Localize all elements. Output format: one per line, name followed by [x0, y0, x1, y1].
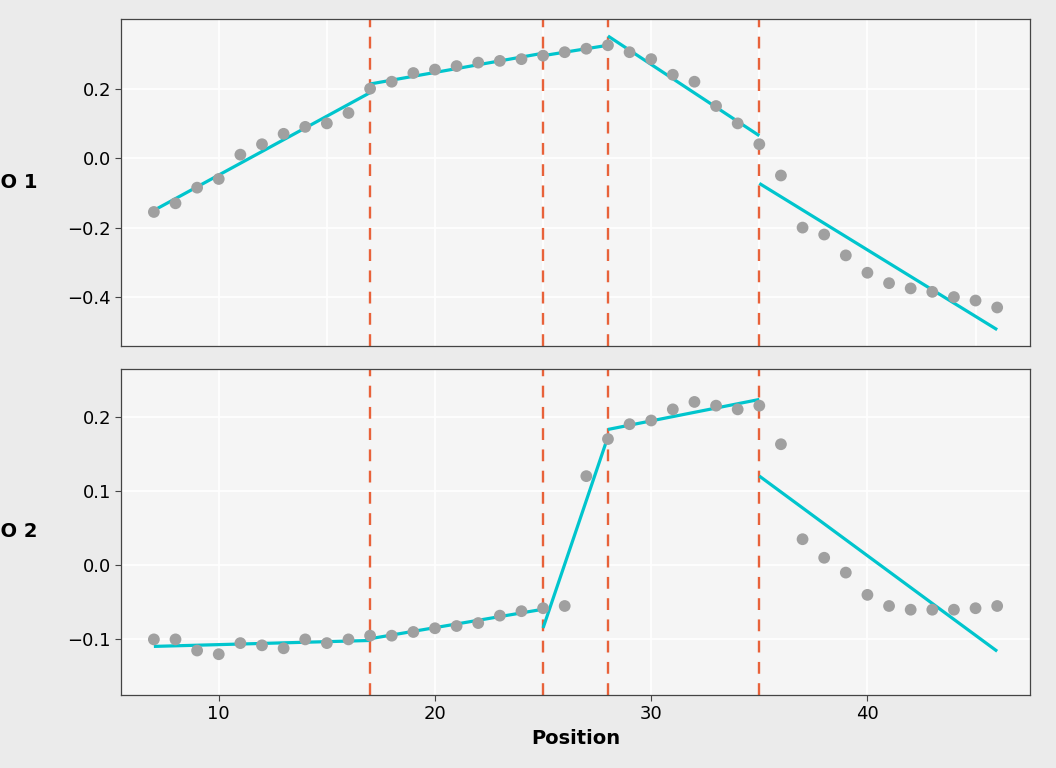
Y-axis label: PCO 2: PCO 2	[0, 522, 38, 541]
Point	[297, 634, 314, 646]
Point	[232, 148, 249, 161]
Point	[470, 57, 487, 69]
Point	[210, 648, 227, 660]
Point	[534, 49, 551, 61]
Point	[881, 277, 898, 290]
Point	[621, 418, 638, 430]
Point	[988, 600, 1005, 612]
Point	[404, 67, 421, 79]
Point	[383, 75, 400, 88]
Point	[146, 206, 163, 218]
Point	[859, 589, 875, 601]
Point	[859, 266, 875, 279]
Point	[988, 301, 1005, 313]
Point	[470, 617, 487, 629]
Point	[319, 637, 336, 649]
Point	[815, 228, 832, 240]
X-axis label: Position: Position	[531, 729, 620, 748]
Point	[361, 630, 378, 642]
Point	[621, 46, 638, 58]
Point	[557, 46, 573, 58]
Point	[297, 121, 314, 133]
Point	[491, 55, 508, 67]
Point	[751, 399, 768, 412]
Point	[881, 600, 898, 612]
Point	[448, 60, 465, 72]
Point	[276, 127, 293, 140]
Point	[361, 82, 378, 94]
Point	[773, 170, 790, 182]
Point	[340, 634, 357, 646]
Point	[751, 138, 768, 151]
Point	[643, 415, 660, 427]
Point	[664, 403, 681, 415]
Point	[167, 197, 184, 210]
Point	[340, 107, 357, 119]
Point	[945, 604, 962, 616]
Point	[794, 221, 811, 233]
Y-axis label: PCO 1: PCO 1	[0, 173, 38, 192]
Point	[189, 181, 206, 194]
Point	[557, 600, 573, 612]
Point	[945, 291, 962, 303]
Point	[902, 604, 919, 616]
Point	[513, 53, 530, 65]
Point	[189, 644, 206, 657]
Point	[167, 634, 184, 646]
Point	[924, 604, 941, 616]
Point	[730, 118, 747, 130]
Point	[815, 551, 832, 564]
Point	[427, 64, 444, 76]
Point	[708, 399, 724, 412]
Point	[902, 282, 919, 294]
Point	[210, 173, 227, 185]
Point	[253, 639, 270, 651]
Point	[837, 250, 854, 262]
Point	[924, 286, 941, 298]
Point	[967, 602, 984, 614]
Point	[491, 610, 508, 622]
Point	[730, 403, 747, 415]
Point	[686, 75, 703, 88]
Point	[513, 605, 530, 617]
Point	[578, 42, 595, 55]
Point	[578, 470, 595, 482]
Point	[600, 39, 617, 51]
Point	[319, 118, 336, 130]
Point	[600, 433, 617, 445]
Point	[276, 642, 293, 654]
Point	[686, 396, 703, 408]
Point	[383, 630, 400, 642]
Point	[708, 100, 724, 112]
Point	[427, 622, 444, 634]
Point	[794, 533, 811, 545]
Point	[643, 53, 660, 65]
Point	[837, 567, 854, 579]
Point	[773, 438, 790, 450]
Point	[146, 634, 163, 646]
Point	[404, 626, 421, 638]
Point	[534, 602, 551, 614]
Point	[448, 620, 465, 632]
Point	[232, 637, 249, 649]
Point	[664, 68, 681, 81]
Point	[253, 138, 270, 151]
Point	[967, 294, 984, 306]
